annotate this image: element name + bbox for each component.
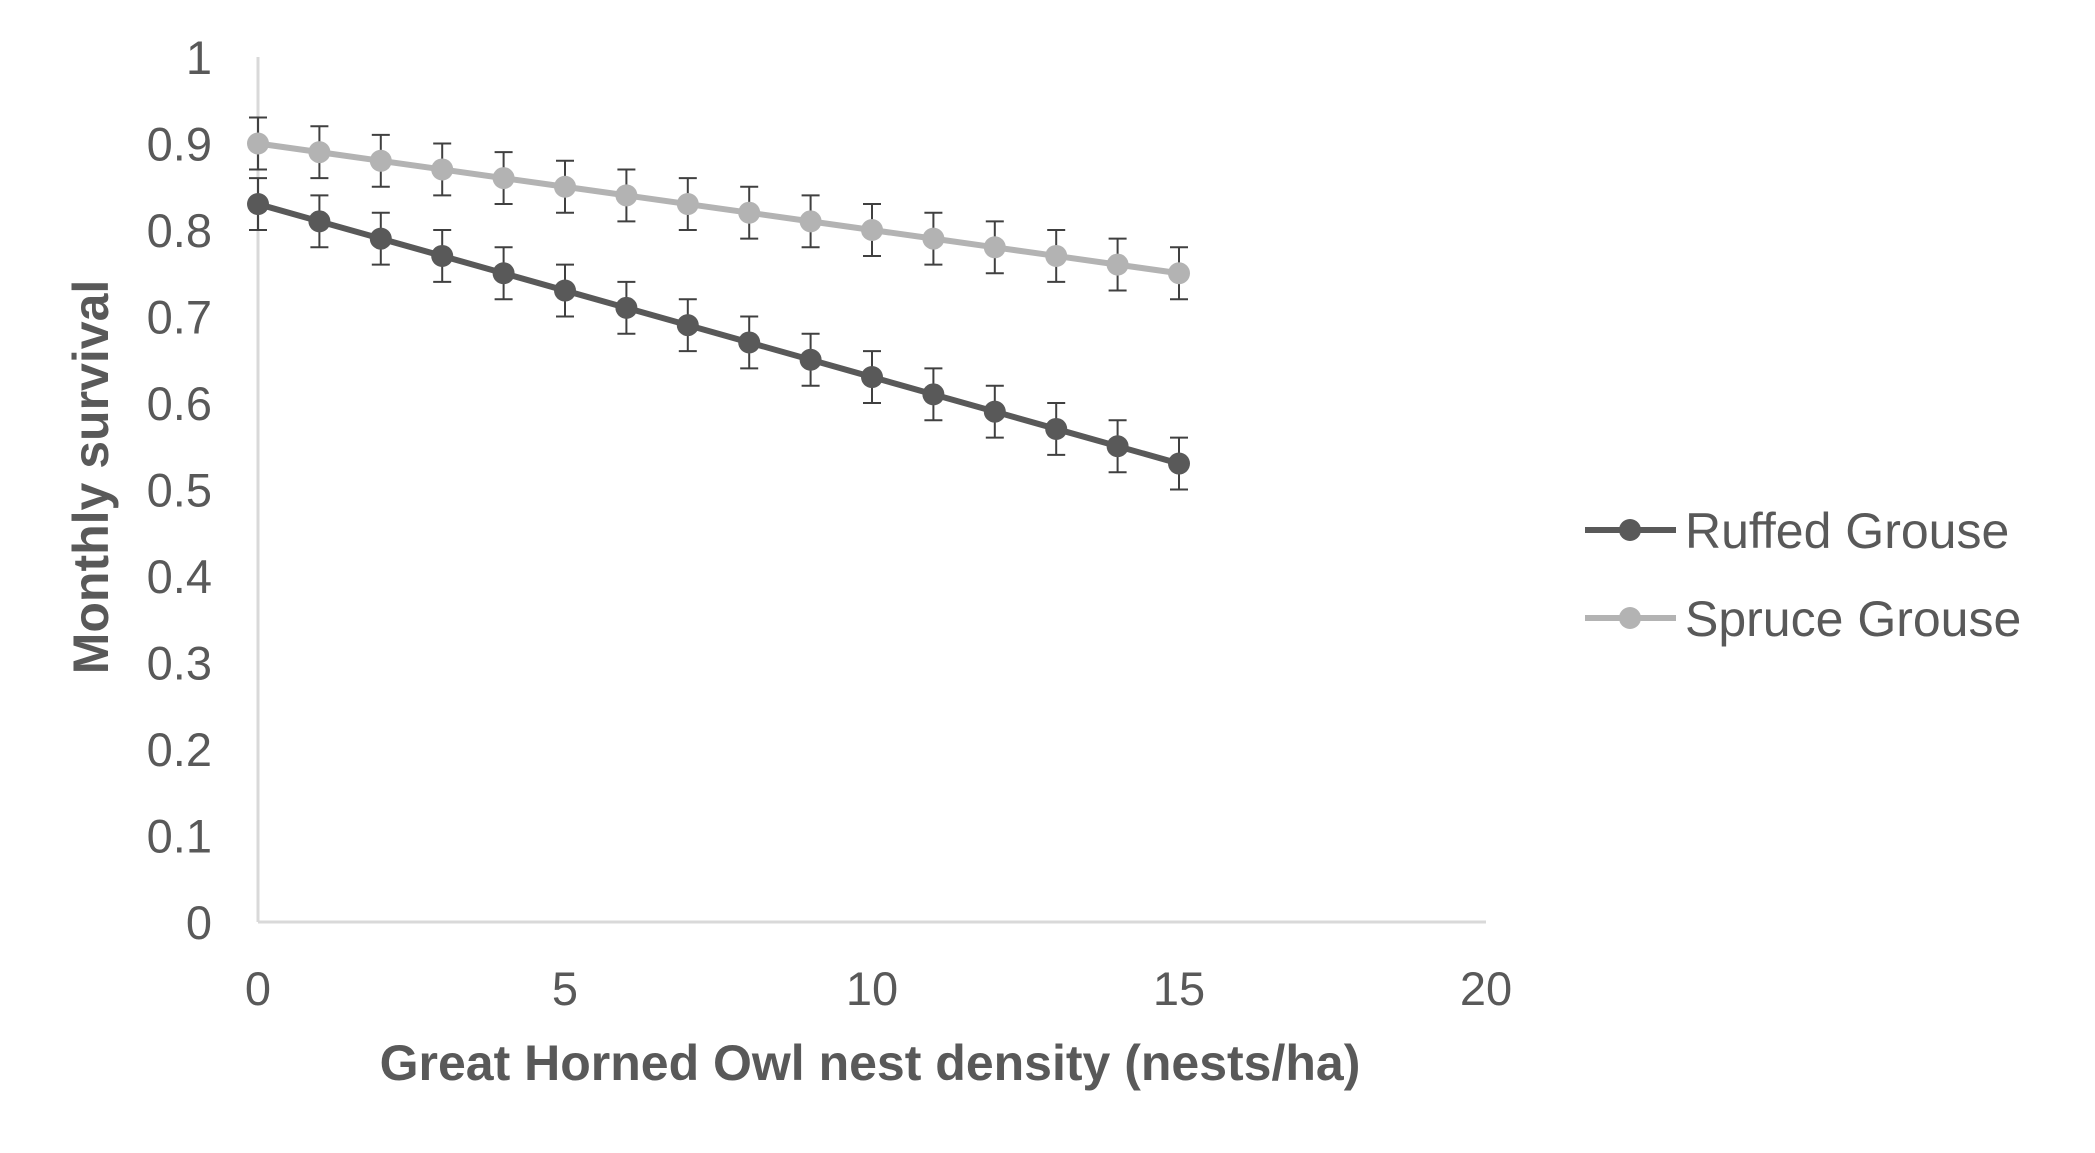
x-tick-label: 10 <box>846 962 898 1015</box>
data-point <box>1106 253 1129 276</box>
series-spruce-grouse <box>247 132 1190 285</box>
y-tick-label: 0.7 <box>147 291 212 344</box>
data-point <box>431 244 454 267</box>
x-tick-label: 0 <box>245 962 271 1015</box>
data-point <box>554 279 576 302</box>
data-point <box>1045 244 1068 267</box>
legend-label: Ruffed Grouse <box>1685 503 2009 559</box>
y-axis-title: Monthly survival <box>63 280 119 675</box>
data-point <box>554 175 576 198</box>
data-point <box>922 383 945 406</box>
legend-item: Ruffed Grouse <box>1585 503 2009 559</box>
x-tick-label: 15 <box>1153 962 1205 1015</box>
data-point <box>738 331 761 354</box>
data-point <box>676 314 699 337</box>
x-tick-label: 5 <box>552 962 578 1015</box>
data-point <box>369 149 392 172</box>
data-point <box>369 227 392 250</box>
y-tick-label: 0.5 <box>147 464 212 517</box>
series-ruffed-grouse <box>247 193 1190 475</box>
data-point <box>983 400 1006 423</box>
y-tick-label: 0.1 <box>147 810 212 863</box>
y-tick-label: 1 <box>186 31 212 84</box>
axes: 00.10.20.30.40.50.60.70.80.910 5 10 15 20 <box>147 31 1512 1015</box>
series-group <box>247 132 1190 475</box>
data-point <box>983 236 1006 259</box>
data-point <box>738 201 761 224</box>
data-point <box>308 141 331 164</box>
data-point <box>308 210 331 233</box>
legend-marker <box>1619 519 1641 541</box>
data-point <box>922 227 945 250</box>
data-point <box>492 262 515 285</box>
y-tick-label: 0.2 <box>147 723 212 776</box>
series-line <box>257 201 1180 467</box>
y-tick-label: 0.6 <box>147 377 212 430</box>
data-point <box>1045 417 1068 440</box>
legend-marker <box>1619 607 1641 629</box>
x-axis-title: Great Horned Owl nest density (nests/ha) <box>380 1035 1361 1091</box>
data-point <box>615 296 638 319</box>
x-tick-label: 20 <box>1460 962 1512 1015</box>
data-point <box>861 366 883 389</box>
y-tick-label: 0.9 <box>147 118 212 171</box>
data-point <box>615 184 638 207</box>
data-point <box>1168 452 1190 475</box>
data-point <box>676 193 699 216</box>
legend: Ruffed Grouse Spruce Grouse <box>1585 503 2021 647</box>
data-point <box>1106 435 1129 458</box>
y-tick-label: 0 <box>186 896 212 949</box>
data-point <box>247 132 269 155</box>
data-point <box>799 348 822 371</box>
y-tick-label: 0.3 <box>147 637 212 690</box>
series-line <box>257 140 1180 277</box>
data-point <box>1168 262 1190 285</box>
y-tick-label: 0.8 <box>147 204 212 257</box>
legend-item: Spruce Grouse <box>1585 591 2021 647</box>
data-point <box>861 219 883 241</box>
data-point <box>247 193 269 216</box>
data-point <box>492 167 515 190</box>
data-point <box>431 158 454 181</box>
legend-label: Spruce Grouse <box>1685 591 2021 647</box>
data-point <box>799 210 822 233</box>
y-tick-label: 0.4 <box>147 550 212 603</box>
